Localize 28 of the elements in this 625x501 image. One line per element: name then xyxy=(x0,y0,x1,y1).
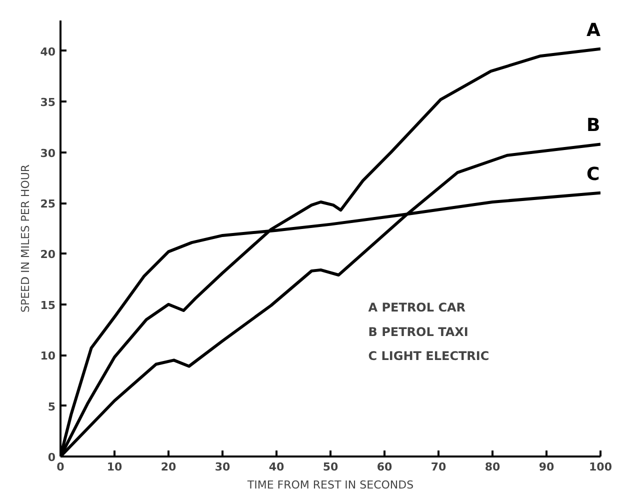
series-label: B xyxy=(586,115,600,136)
annotation: C LIGHT ELECTRIC xyxy=(368,349,490,364)
y-tick-label: 25 xyxy=(40,198,56,211)
x-tick-label: 40 xyxy=(268,460,284,474)
annotation: B PETROL TAXI xyxy=(368,324,468,339)
x-tick-label: 100 xyxy=(589,460,612,474)
x-tick-label: 80 xyxy=(484,460,500,474)
y-tick-label: 15 xyxy=(40,298,56,312)
x-axis-title: TIME FROM REST IN SECONDS xyxy=(246,478,414,492)
y-tick-label: 0 xyxy=(48,451,56,464)
y-tick-label: 40 xyxy=(40,45,56,58)
x-tick-label: 10 xyxy=(106,460,122,474)
x-tick-label: 20 xyxy=(160,460,176,474)
y-tick-label: 30 xyxy=(40,146,56,160)
y-tick-label: 10 xyxy=(40,350,56,363)
y-tick-label: 35 xyxy=(40,96,56,110)
x-tick-label: 70 xyxy=(430,460,446,474)
x-tick-label: 90 xyxy=(538,460,554,474)
x-tick-label: 50 xyxy=(322,460,338,474)
series-label: C xyxy=(586,164,600,185)
series-label: A xyxy=(586,20,600,41)
y-axis-title: SPEED IN MILES PER HOUR xyxy=(19,164,32,313)
y-tick-label: 20 xyxy=(40,248,56,262)
x-tick-label: 60 xyxy=(376,460,392,474)
x-tick-label: 0 xyxy=(56,460,65,474)
annotation: A PETROL CAR xyxy=(368,300,466,315)
y-tick-label: 5 xyxy=(48,400,56,414)
x-tick-label: 30 xyxy=(214,460,230,474)
